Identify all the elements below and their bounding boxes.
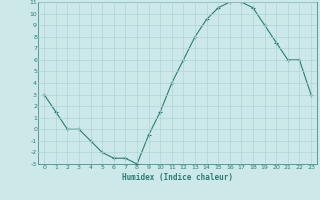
X-axis label: Humidex (Indice chaleur): Humidex (Indice chaleur)	[122, 173, 233, 182]
